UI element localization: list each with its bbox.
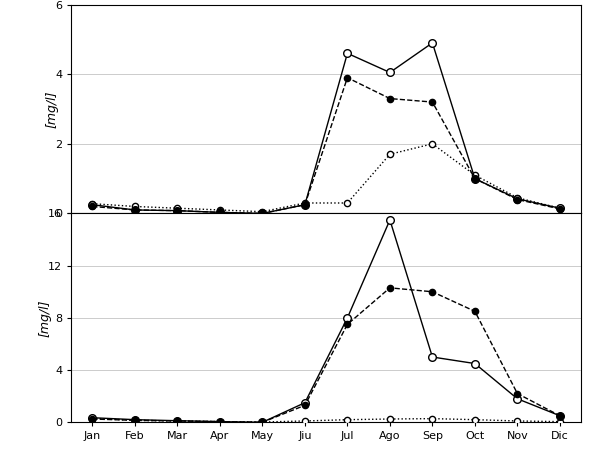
Y-axis label: [mg/l]: [mg/l]	[46, 90, 59, 128]
Y-axis label: [mg/l]: [mg/l]	[39, 299, 52, 336]
